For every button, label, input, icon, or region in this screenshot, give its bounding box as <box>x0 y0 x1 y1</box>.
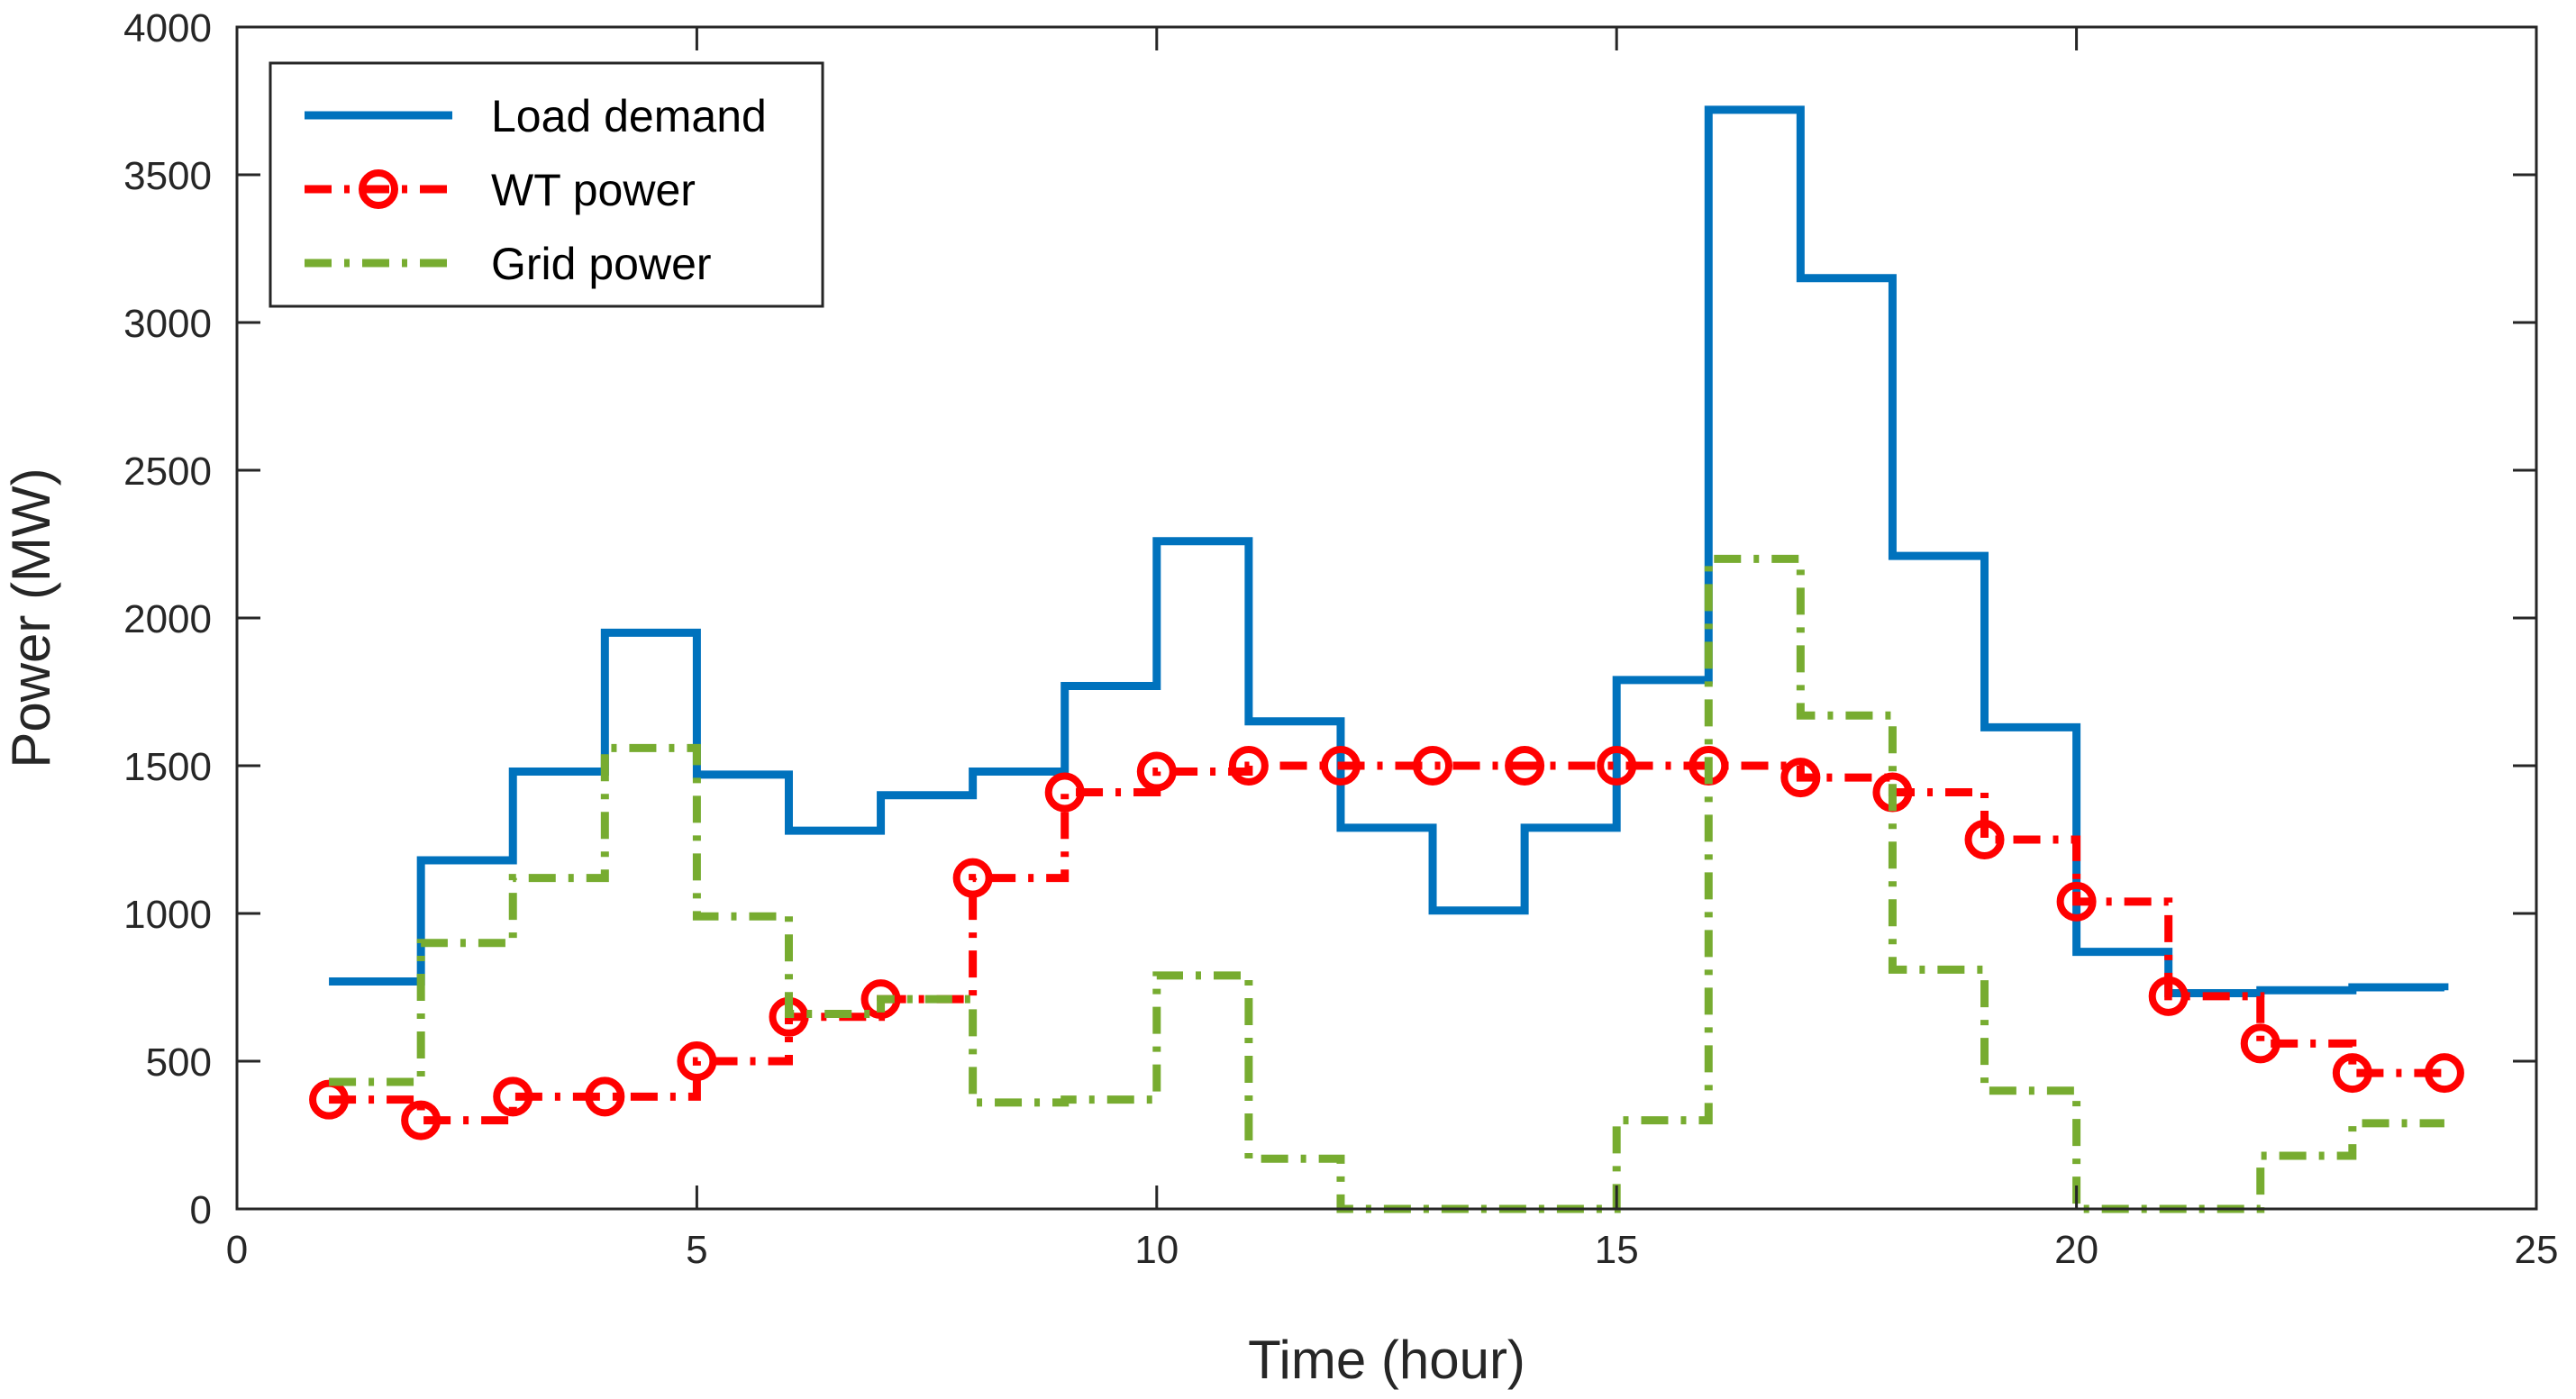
data-point-wt-power <box>1136 751 1177 792</box>
y-tick-label: 2000 <box>123 597 212 641</box>
data-point-wt-power <box>1044 772 1085 813</box>
data-point-wt-power <box>952 858 993 898</box>
x-tick-label: 20 <box>2054 1228 2098 1272</box>
data-point-wt-power <box>2332 1053 2372 1094</box>
data-point-wt-power <box>2424 1053 2464 1094</box>
data-point-wt-power <box>1505 746 1545 786</box>
data-point-wt-power <box>401 1100 441 1140</box>
data-point-wt-power <box>1780 758 1821 798</box>
data-point-wt-power <box>2148 976 2189 1016</box>
y-tick-label: 3000 <box>123 302 212 346</box>
legend-label-load-demand: Load demand <box>491 91 767 141</box>
x-tick-label: 0 <box>226 1228 248 1272</box>
data-point-wt-power <box>585 1077 625 1117</box>
x-tick-label: 25 <box>2515 1228 2559 1272</box>
y-tick-label: 4000 <box>123 6 212 50</box>
legend-label-wt-power: WT power <box>491 165 696 215</box>
y-tick-label: 2500 <box>123 450 212 494</box>
y-axis-label: Power (MW) <box>1 468 61 768</box>
y-tick-label: 500 <box>146 1040 212 1085</box>
x-tick-label: 15 <box>1595 1228 1639 1272</box>
y-tick-label: 1000 <box>123 893 212 937</box>
series-line-load-demand <box>329 105 2449 998</box>
data-point-wt-power <box>2056 881 2097 922</box>
y-tick-label: 1500 <box>123 745 212 789</box>
data-point-wt-power <box>493 1077 533 1117</box>
legend-label-grid-power: Grid power <box>491 239 712 289</box>
data-point-wt-power <box>1228 746 1269 786</box>
data-point-wt-power <box>1597 746 1637 786</box>
y-tick-label: 3500 <box>123 154 212 198</box>
x-axis-label: Time (hour) <box>1248 1330 1525 1390</box>
data-point-wt-power <box>1320 746 1361 786</box>
data-point-wt-power <box>860 979 901 1020</box>
data-point-wt-power <box>1413 746 1453 786</box>
plot-area <box>309 105 2464 1213</box>
legend: Load demand WT power Grid power <box>269 61 824 308</box>
legend-marker-wt-power <box>359 169 398 209</box>
data-point-wt-power <box>2240 1023 2280 1064</box>
x-tick-label: 10 <box>1134 1228 1179 1272</box>
series-line-grid-power <box>329 554 2444 1213</box>
data-point-wt-power <box>677 1041 717 1081</box>
x-tick-label: 5 <box>686 1228 707 1272</box>
axis-ticks: 0 5 10 15 20 25 0 500 1000 1500 2000 2500 3000 3500 40… <box>123 6 2558 1272</box>
data-point-wt-power <box>1964 820 2005 859</box>
y-tick-label: 0 <box>190 1188 212 1232</box>
